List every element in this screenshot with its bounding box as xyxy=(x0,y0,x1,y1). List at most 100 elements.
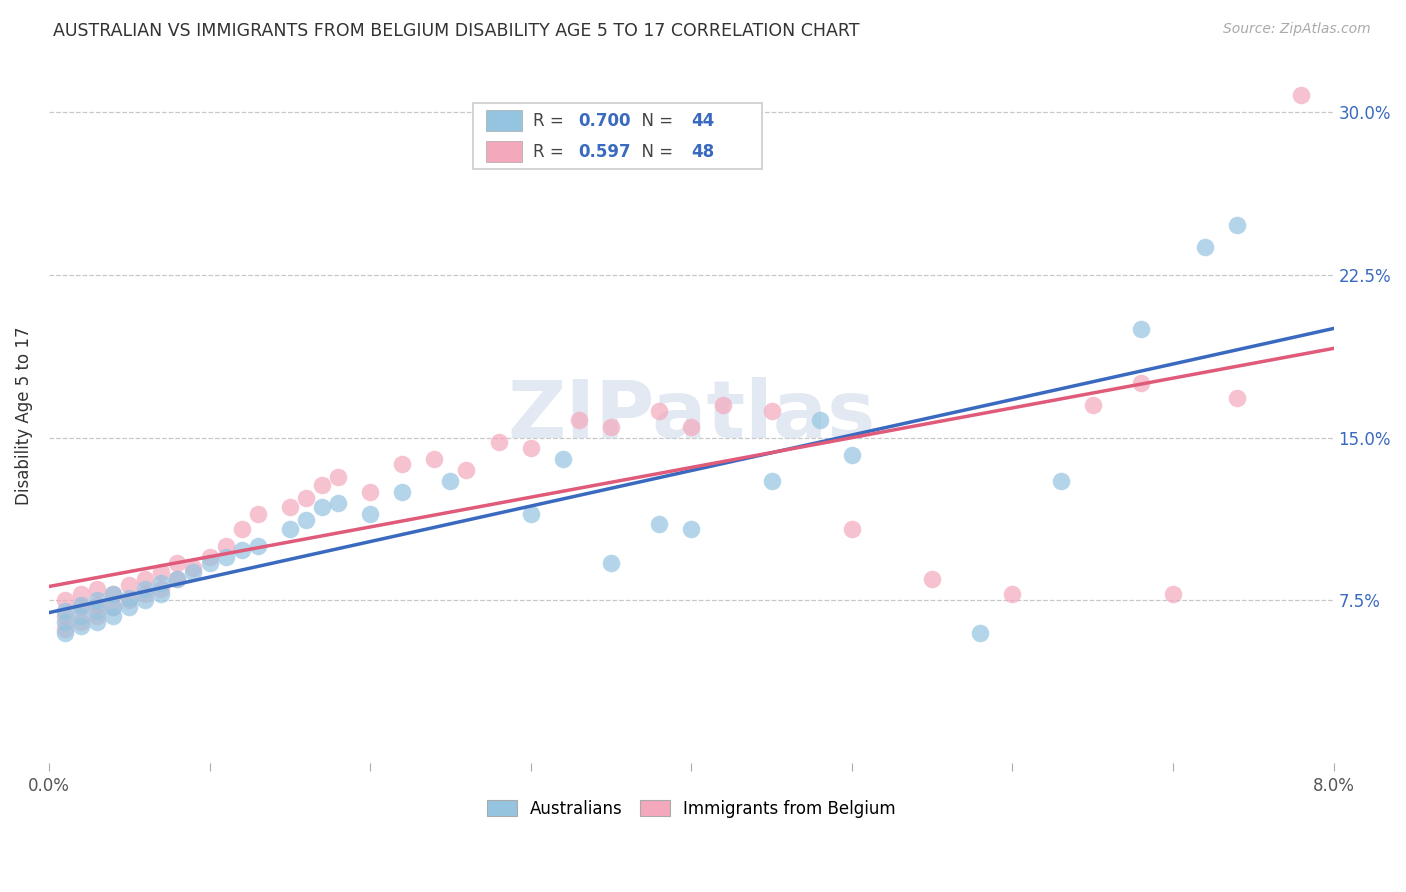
Point xyxy=(118,593,141,607)
Point xyxy=(1081,398,1104,412)
FancyBboxPatch shape xyxy=(485,142,522,162)
Text: Source: ZipAtlas.com: Source: ZipAtlas.com xyxy=(1223,22,1371,37)
Text: N =: N = xyxy=(631,112,678,129)
Point xyxy=(761,404,783,418)
Point xyxy=(969,626,991,640)
Text: 0.700: 0.700 xyxy=(578,112,631,129)
Point xyxy=(86,598,108,612)
Text: 44: 44 xyxy=(692,112,714,129)
Point xyxy=(551,452,574,467)
Point xyxy=(648,517,671,532)
Point xyxy=(70,587,93,601)
Point xyxy=(86,582,108,597)
Point xyxy=(1226,392,1249,406)
Point xyxy=(53,604,76,618)
Point xyxy=(198,557,221,571)
Point xyxy=(118,599,141,614)
Point xyxy=(326,469,349,483)
Point xyxy=(278,522,301,536)
Point xyxy=(118,591,141,606)
Point xyxy=(1226,218,1249,232)
Point xyxy=(391,484,413,499)
Point xyxy=(278,500,301,514)
Point xyxy=(103,587,125,601)
Point xyxy=(53,622,76,636)
Point xyxy=(134,593,156,607)
Point xyxy=(1129,322,1152,336)
Point xyxy=(86,593,108,607)
Point xyxy=(295,491,318,506)
Point xyxy=(711,398,734,412)
Point xyxy=(921,572,943,586)
Point xyxy=(681,522,703,536)
Point xyxy=(103,599,125,614)
Point xyxy=(166,572,188,586)
Point xyxy=(134,572,156,586)
Point xyxy=(808,413,831,427)
Point xyxy=(519,507,541,521)
Point xyxy=(150,565,173,579)
Point xyxy=(600,419,623,434)
Point xyxy=(134,587,156,601)
Point xyxy=(86,604,108,618)
Y-axis label: Disability Age 5 to 17: Disability Age 5 to 17 xyxy=(15,326,32,505)
FancyBboxPatch shape xyxy=(485,111,522,131)
Point xyxy=(841,522,863,536)
Point xyxy=(1194,239,1216,253)
Point xyxy=(311,500,333,514)
Point xyxy=(70,619,93,633)
Point xyxy=(326,496,349,510)
Point xyxy=(183,565,205,579)
Point xyxy=(214,549,236,564)
Point xyxy=(391,457,413,471)
Point xyxy=(70,599,93,614)
Point xyxy=(1001,587,1024,601)
Legend: Australians, Immigrants from Belgium: Australians, Immigrants from Belgium xyxy=(481,793,903,824)
Text: ZIPatlas: ZIPatlas xyxy=(508,376,876,455)
Point xyxy=(214,539,236,553)
Point xyxy=(519,442,541,456)
Point xyxy=(70,608,93,623)
Point xyxy=(53,593,76,607)
Point xyxy=(53,626,76,640)
Point xyxy=(198,549,221,564)
Point xyxy=(439,474,461,488)
Point xyxy=(1129,376,1152,391)
Point xyxy=(359,484,381,499)
Point xyxy=(456,463,478,477)
Text: N =: N = xyxy=(631,143,678,161)
Point xyxy=(1161,587,1184,601)
Point xyxy=(103,608,125,623)
Point xyxy=(841,448,863,462)
Point xyxy=(53,608,76,623)
Point xyxy=(183,561,205,575)
Point xyxy=(166,557,188,571)
Point xyxy=(231,543,253,558)
Point xyxy=(1049,474,1071,488)
Point xyxy=(600,557,623,571)
Text: AUSTRALIAN VS IMMIGRANTS FROM BELGIUM DISABILITY AGE 5 TO 17 CORRELATION CHART: AUSTRALIAN VS IMMIGRANTS FROM BELGIUM DI… xyxy=(53,22,860,40)
Point xyxy=(359,507,381,521)
Point xyxy=(231,522,253,536)
Point xyxy=(423,452,446,467)
Point xyxy=(488,434,510,449)
Point xyxy=(295,513,318,527)
Point xyxy=(681,419,703,434)
FancyBboxPatch shape xyxy=(472,103,762,169)
Point xyxy=(246,507,269,521)
Point xyxy=(103,599,125,614)
Point xyxy=(86,608,108,623)
Text: R =: R = xyxy=(533,143,569,161)
Point xyxy=(150,587,173,601)
Text: 48: 48 xyxy=(692,143,714,161)
Point xyxy=(150,576,173,591)
Point xyxy=(1291,87,1313,102)
Text: 0.597: 0.597 xyxy=(578,143,631,161)
Point xyxy=(648,404,671,418)
Point xyxy=(311,478,333,492)
Point xyxy=(103,587,125,601)
Point xyxy=(53,615,76,629)
Point xyxy=(70,615,93,629)
Point xyxy=(150,582,173,597)
Point xyxy=(568,413,591,427)
